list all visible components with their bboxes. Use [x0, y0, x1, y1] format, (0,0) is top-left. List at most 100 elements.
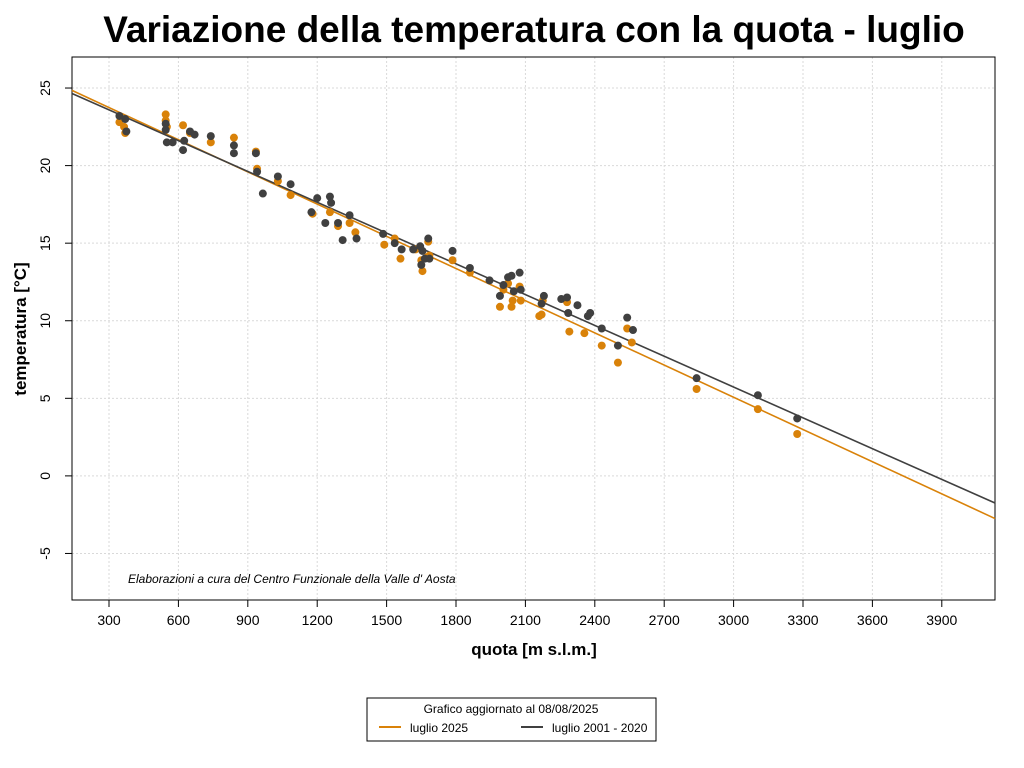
point-luglio-2001-2020 [121, 115, 130, 124]
point-luglio-2001-2020 [162, 138, 171, 147]
point-luglio-2001-2020 [251, 149, 260, 158]
point-luglio-2025 [627, 338, 636, 347]
point-luglio-2001-2020 [273, 172, 282, 181]
point-luglio-2025 [286, 191, 295, 200]
point-luglio-2001-2020 [753, 391, 762, 400]
point-luglio-2001-2020 [161, 119, 170, 128]
point-luglio-2001-2020 [190, 130, 199, 139]
x-tick-label: 3000 [718, 612, 749, 628]
x-tick-label: 3300 [787, 612, 818, 628]
point-luglio-2025 [396, 254, 405, 263]
point-luglio-2001-2020 [229, 141, 238, 150]
point-luglio-2001-2020 [485, 276, 494, 285]
point-luglio-2001-2020 [168, 138, 177, 147]
point-luglio-2001-2020 [507, 271, 516, 280]
grid [72, 57, 995, 600]
point-luglio-2001-2020 [424, 234, 433, 243]
point-luglio-2001-2020 [692, 374, 701, 383]
x-tick-label: 2400 [579, 612, 610, 628]
point-luglio-2025 [537, 310, 546, 319]
x-tick-label: 2100 [510, 612, 541, 628]
point-luglio-2001-2020 [448, 246, 457, 255]
point-luglio-2001-2020 [258, 189, 267, 198]
y-tick-label: 20 [37, 158, 53, 174]
point-luglio-2025 [345, 219, 354, 228]
legend-title: Grafico aggiornato al 08/08/2025 [424, 702, 599, 716]
chart-title: Variazione della temperatura con la quot… [103, 9, 964, 50]
point-luglio-2001-2020 [509, 287, 518, 296]
x-tick-label: 300 [97, 612, 121, 628]
legend-label-luglio-2001-2020: luglio 2001 - 2020 [552, 721, 648, 735]
x-tick-label: 1800 [440, 612, 471, 628]
point-luglio-2001-2020 [379, 229, 388, 238]
y-tick-label: -5 [37, 547, 53, 560]
point-luglio-2025 [508, 296, 517, 305]
point-luglio-2001-2020 [397, 245, 406, 254]
legend: Grafico aggiornato al 08/08/2025 luglio … [366, 697, 657, 742]
point-luglio-2001-2020 [122, 127, 131, 136]
point-luglio-2001-2020 [418, 246, 427, 255]
point-luglio-2001-2020 [338, 236, 347, 245]
point-luglio-2001-2020 [206, 132, 215, 141]
y-tick-label: 5 [37, 394, 53, 402]
point-luglio-2025 [161, 110, 170, 119]
point-luglio-2025 [325, 208, 334, 217]
point-luglio-2025 [448, 256, 457, 265]
x-tick-label: 600 [167, 612, 191, 628]
point-luglio-2001-2020 [179, 146, 188, 155]
point-luglio-2001-2020 [564, 308, 573, 317]
point-luglio-2001-2020 [307, 208, 316, 217]
point-luglio-2025 [179, 121, 188, 130]
point-luglio-2001-2020 [539, 291, 548, 300]
point-luglio-2025 [380, 240, 389, 249]
point-luglio-2001-2020 [352, 234, 361, 243]
point-luglio-2025 [597, 341, 606, 350]
point-luglio-2001-2020 [161, 125, 170, 134]
point-luglio-2025 [753, 405, 762, 414]
point-luglio-2001-2020 [425, 254, 434, 263]
point-luglio-2001-2020 [623, 313, 632, 322]
x-axis-title: quota [m s.l.m.] [471, 640, 597, 659]
point-luglio-2025 [507, 302, 516, 311]
y-tick-label: 25 [37, 80, 53, 96]
point-luglio-2001-2020 [628, 326, 637, 335]
point-luglio-2025 [692, 385, 701, 394]
point-luglio-2025 [580, 329, 589, 338]
point-luglio-2001-2020 [321, 219, 330, 228]
x-tick-label: 900 [236, 612, 260, 628]
point-luglio-2025 [418, 267, 427, 276]
point-luglio-2001-2020 [465, 263, 474, 272]
y-tick-label: 10 [37, 313, 53, 329]
y-axis: -5 0 5 10 15 20 25 [37, 80, 72, 560]
point-luglio-2001-2020 [253, 167, 262, 176]
point-luglio-2025 [793, 429, 802, 438]
point-luglio-2001-2020 [180, 136, 189, 145]
point-luglio-2001-2020 [586, 308, 595, 317]
y-axis-title: temperatura [°C] [11, 262, 30, 395]
point-luglio-2001-2020 [325, 192, 334, 201]
point-luglio-2001-2020 [327, 198, 336, 207]
point-luglio-2001-2020 [499, 281, 508, 290]
point-luglio-2025 [229, 133, 238, 142]
point-luglio-2025 [351, 228, 360, 237]
x-tick-label: 1500 [371, 612, 402, 628]
point-luglio-2025 [495, 302, 504, 311]
point-luglio-2001-2020 [597, 324, 606, 333]
point-luglio-2001-2020 [229, 149, 238, 158]
point-luglio-2001-2020 [516, 285, 525, 294]
y-tick-label: 0 [37, 472, 53, 480]
point-luglio-2001-2020 [537, 299, 546, 308]
point-luglio-2001-2020 [286, 180, 295, 189]
fit-lines [71, 89, 996, 520]
x-tick-label: 2700 [649, 612, 680, 628]
point-luglio-2001-2020 [313, 194, 322, 203]
x-axis: 300 600 900 1200 1500 1800 2100 2400 2700 3000 330… [97, 600, 958, 628]
plot-frame [71, 56, 996, 601]
point-luglio-2001-2020 [563, 293, 572, 302]
point-luglio-2001-2020 [409, 245, 418, 254]
fit-line-luglio-2001-2020 [71, 92, 996, 504]
legend-label-luglio-2025: luglio 2025 [410, 721, 468, 735]
point-luglio-2025 [565, 327, 574, 336]
point-luglio-2001-2020 [573, 301, 582, 310]
